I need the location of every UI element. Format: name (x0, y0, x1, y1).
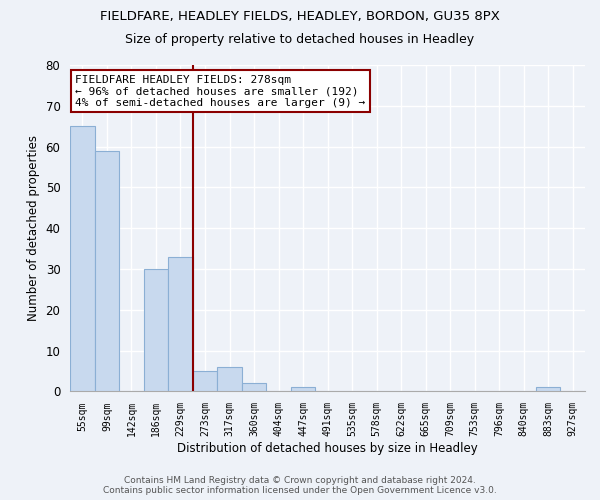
Bar (168, 257, 193, 392)
Y-axis label: Number of detached properties: Number of detached properties (27, 135, 40, 321)
Text: FIELDFARE HEADLEY FIELDS: 278sqm
← 96% of detached houses are smaller (192)
4% o: FIELDFARE HEADLEY FIELDS: 278sqm ← 96% o… (76, 75, 365, 108)
Bar (144, 269, 168, 392)
Text: Contains HM Land Registry data © Crown copyright and database right 2024.
Contai: Contains HM Land Registry data © Crown c… (103, 476, 497, 495)
Bar (70, 126, 95, 392)
Bar (193, 371, 217, 392)
Text: Size of property relative to detached houses in Headley: Size of property relative to detached ho… (125, 32, 475, 46)
Bar (291, 388, 316, 392)
Bar (242, 384, 266, 392)
Bar (536, 388, 560, 392)
Bar (95, 150, 119, 392)
Text: FIELDFARE, HEADLEY FIELDS, HEADLEY, BORDON, GU35 8PX: FIELDFARE, HEADLEY FIELDS, HEADLEY, BORD… (100, 10, 500, 23)
X-axis label: Distribution of detached houses by size in Headley: Distribution of detached houses by size … (177, 442, 478, 455)
Bar (217, 367, 242, 392)
